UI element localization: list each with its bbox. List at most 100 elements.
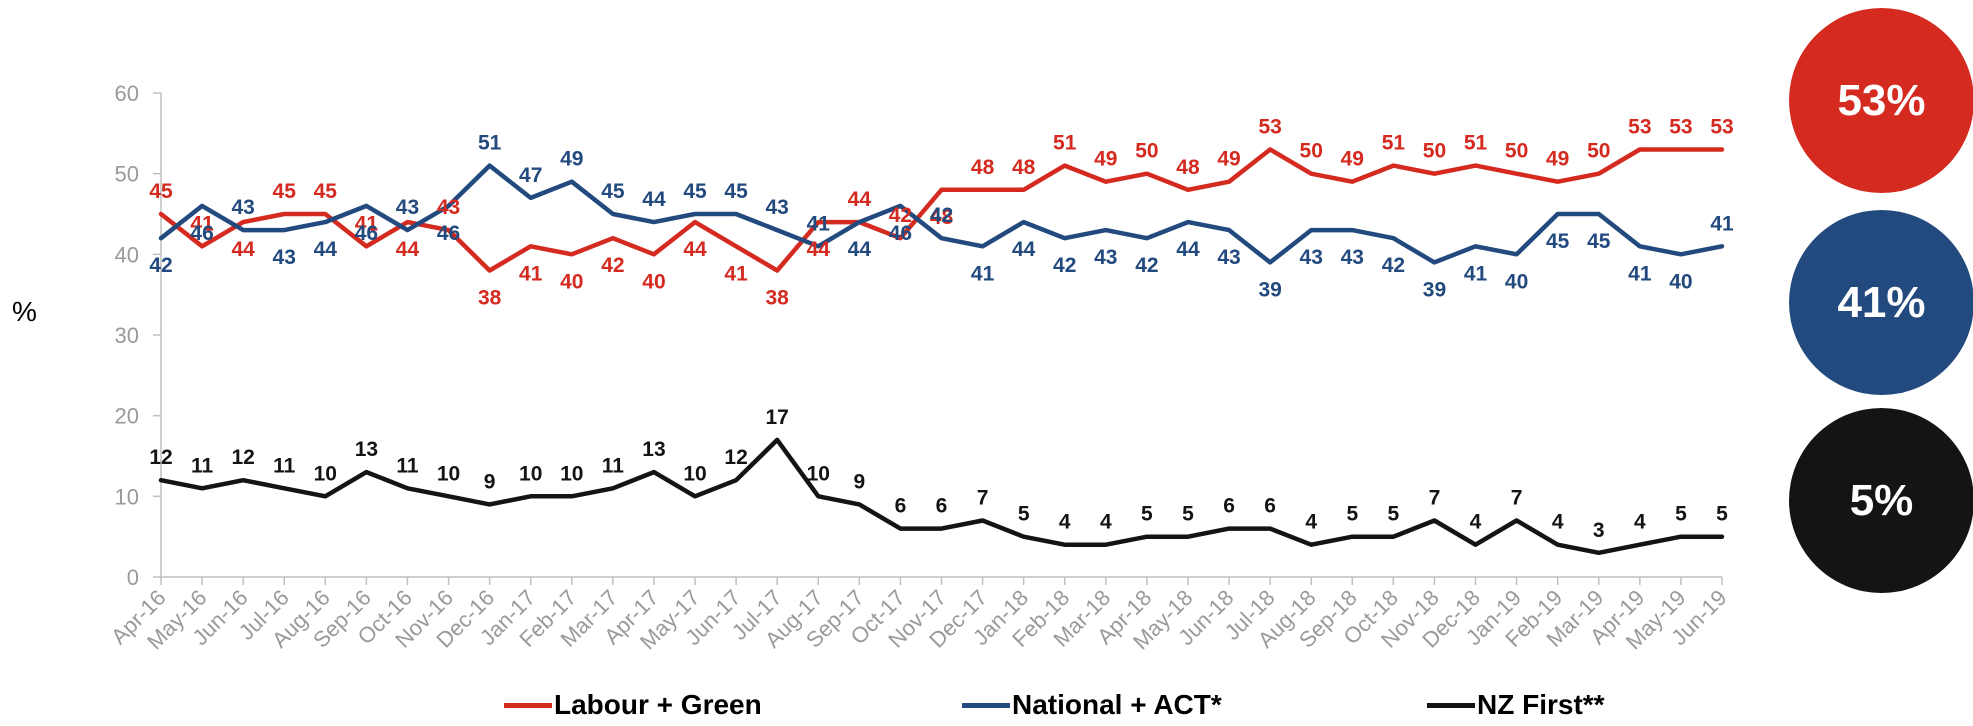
data-label-series-2: 6 <box>1264 495 1276 518</box>
y-tick-label: 60 <box>115 81 139 106</box>
data-label-series-2: 5 <box>1675 503 1687 526</box>
y-tick-label: 50 <box>115 162 139 187</box>
data-label-series-1: 45 <box>683 180 707 203</box>
data-label-series-0: 45 <box>149 180 173 203</box>
data-label-series-2: 9 <box>484 470 496 493</box>
data-label-series-0: 41 <box>190 212 214 235</box>
data-label-series-1: 44 <box>314 238 338 261</box>
data-label-series-0: 50 <box>1300 140 1323 163</box>
data-label-series-2: 10 <box>314 462 337 485</box>
data-label-series-0: 45 <box>314 180 338 203</box>
data-label-series-0: 38 <box>766 286 790 309</box>
y-tick-label: 20 <box>115 404 139 429</box>
data-label-series-1: 41 <box>1710 212 1734 235</box>
data-label-series-0: 44 <box>683 238 707 261</box>
data-label-series-1: 43 <box>1341 246 1364 269</box>
data-label-series-0: 50 <box>1423 140 1446 163</box>
data-label-series-0: 44 <box>231 238 255 261</box>
data-label-series-1: 39 <box>1258 278 1281 301</box>
data-label-series-2: 7 <box>1429 487 1441 510</box>
legend-label-labour-green: Labour + Green <box>554 689 762 720</box>
data-label-series-2: 7 <box>977 487 989 510</box>
data-label-series-0: 49 <box>1217 148 1240 171</box>
data-label-series-2: 12 <box>149 446 172 469</box>
data-label-series-2: 10 <box>519 462 542 485</box>
data-label-series-1: 47 <box>519 164 542 187</box>
data-label-series-0: 40 <box>560 270 583 293</box>
data-label-series-2: 6 <box>1223 495 1235 518</box>
data-label-series-1: 41 <box>1628 262 1652 285</box>
data-label-series-0: 42 <box>889 204 912 227</box>
data-label-series-2: 4 <box>1305 511 1317 534</box>
data-label-series-0: 53 <box>1628 115 1651 138</box>
data-label-series-2: 11 <box>602 454 625 477</box>
data-label-series-1: 46 <box>355 222 378 245</box>
y-axis-label: % <box>12 296 37 327</box>
data-label-series-2: 12 <box>724 446 747 469</box>
y-tick-label: 40 <box>115 242 139 267</box>
data-label-series-0: 53 <box>1710 115 1733 138</box>
data-label-series-1: 44 <box>848 238 872 261</box>
data-label-series-0: 44 <box>807 238 831 261</box>
data-label-series-2: 4 <box>1059 511 1071 534</box>
data-label-series-0: 50 <box>1587 140 1610 163</box>
data-label-series-0: 48 <box>1176 156 1200 179</box>
data-label-series-0: 53 <box>1669 115 1692 138</box>
data-label-series-2: 10 <box>807 462 830 485</box>
data-label-series-1: 43 <box>1300 246 1323 269</box>
data-label-series-1: 42 <box>149 254 172 277</box>
data-label-series-1: 39 <box>1423 278 1446 301</box>
series-line-2 <box>158 437 1725 556</box>
data-label-series-1: 40 <box>1669 270 1692 293</box>
data-label-series-2: 13 <box>355 438 378 461</box>
data-label-series-1: 42 <box>930 204 953 227</box>
legend-label-national-act: National + ACT* <box>1012 689 1222 720</box>
legend-swatch-national-act <box>962 702 1010 708</box>
data-label-series-2: 5 <box>1141 503 1153 526</box>
data-label-series-0: 51 <box>1053 132 1077 155</box>
legend-swatch-nz-first <box>1427 702 1475 708</box>
data-label-series-1: 45 <box>601 180 625 203</box>
data-label-series-1: 45 <box>724 180 748 203</box>
chart-lines <box>158 147 1725 556</box>
series-line-1 <box>158 163 1725 265</box>
badge-national-act: 41% <box>1789 210 1973 395</box>
data-label-series-2: 3 <box>1593 519 1605 542</box>
data-label-series-1: 44 <box>642 188 666 211</box>
data-label-series-1: 44 <box>1012 238 1036 261</box>
data-label-series-1: 41 <box>807 212 831 235</box>
data-label-series-1: 41 <box>1464 262 1488 285</box>
data-label-series-0: 49 <box>1094 148 1117 171</box>
data-label-series-2: 6 <box>936 495 948 518</box>
data-label-series-1: 42 <box>1053 254 1076 277</box>
data-label-series-0: 40 <box>642 270 665 293</box>
data-label-series-2: 9 <box>853 470 865 493</box>
data-label-series-1: 51 <box>478 132 502 155</box>
legend-item-nz-first: NZ First** <box>1427 687 1605 723</box>
data-label-series-0: 41 <box>519 262 543 285</box>
data-label-series-1: 46 <box>889 222 912 245</box>
data-label-series-2: 11 <box>191 454 214 477</box>
data-label-series-1: 46 <box>437 222 460 245</box>
data-label-series-0: 50 <box>1505 140 1528 163</box>
data-label-series-1: 41 <box>971 262 995 285</box>
data-label-series-2: 5 <box>1388 503 1400 526</box>
data-label-series-2: 5 <box>1182 503 1194 526</box>
data-label-series-1: 43 <box>273 246 296 269</box>
data-label-series-0: 44 <box>848 188 872 211</box>
data-label-series-2: 10 <box>560 462 583 485</box>
data-label-series-1: 43 <box>766 196 789 219</box>
data-label-series-0: 41 <box>355 212 379 235</box>
data-label-series-0: 38 <box>478 286 502 309</box>
data-label-series-0: 48 <box>971 156 995 179</box>
data-label-series-2: 11 <box>396 454 419 477</box>
legend-item-labour-green: Labour + Green <box>504 687 762 723</box>
data-label-series-0: 51 <box>1464 132 1488 155</box>
data-label-series-0: 41 <box>724 262 748 285</box>
y-tick-label: 30 <box>115 323 139 348</box>
data-label-series-2: 7 <box>1511 487 1523 510</box>
data-label-series-1: 43 <box>396 196 419 219</box>
data-label-series-1: 43 <box>1094 246 1117 269</box>
series-line-0 <box>158 147 1725 273</box>
